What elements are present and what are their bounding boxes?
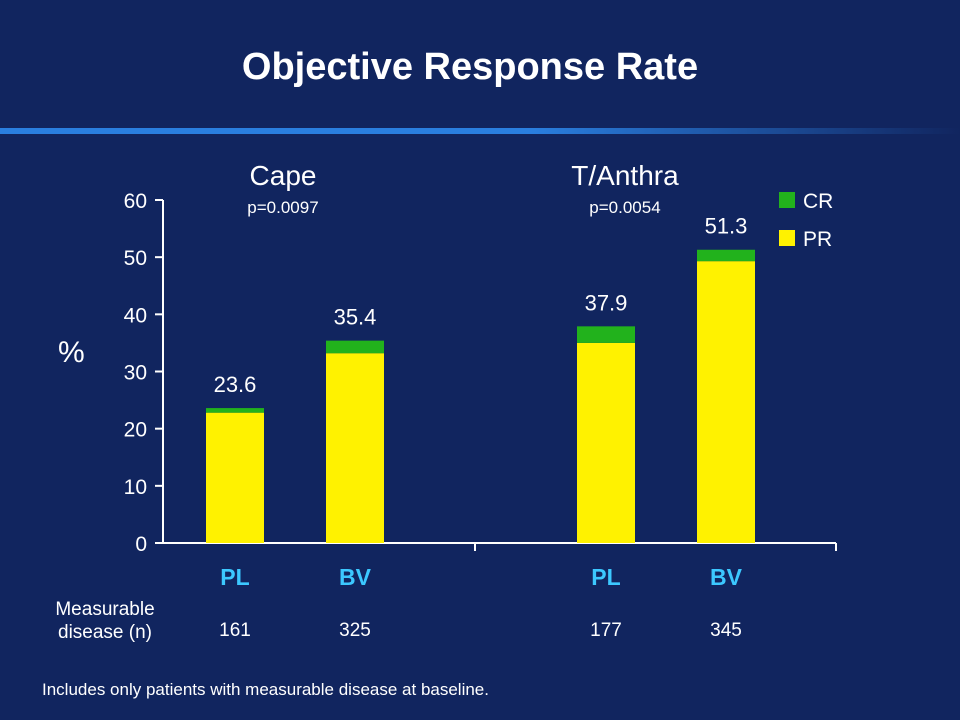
bar-total-label: 35.4 — [334, 305, 377, 330]
y-tick-label: 60 — [124, 190, 147, 213]
bar-pr-0 — [206, 412, 264, 543]
n-value-cape-pl: 161 — [219, 620, 251, 641]
n-value-tanthra-bv: 345 — [710, 620, 742, 641]
chart-title: Objective Response Rate — [241, 46, 699, 88]
bar-total-label: 23.6 — [214, 372, 257, 397]
x-category-label: PL — [591, 564, 620, 590]
group-name: Cape — [249, 160, 317, 191]
group-label-cape: Cape p=0.0097 — [173, 160, 393, 218]
bar-cr-1 — [326, 340, 384, 354]
bar-cr-2 — [577, 326, 635, 343]
bar-pr-3 — [697, 261, 755, 543]
group-label-tanthra: T/Anthra p=0.0054 — [515, 160, 735, 218]
n-value-tanthra-pl: 177 — [590, 620, 622, 641]
n-value-cape-bv: 325 — [339, 620, 371, 641]
y-tick-label: 40 — [124, 304, 147, 327]
group-name: T/Anthra — [571, 160, 679, 191]
bar-cr-0 — [206, 408, 264, 413]
y-axis-label: % — [58, 336, 85, 369]
footnote: Includes only patients with measurable d… — [42, 680, 489, 699]
y-tick-label: 20 — [124, 419, 147, 442]
bar-pr-1 — [326, 353, 384, 543]
legend-label-cr: CR — [803, 190, 833, 213]
x-category-label: BV — [339, 564, 372, 590]
title-divider — [0, 128, 960, 134]
y-tick-label: 0 — [135, 533, 147, 556]
legend-label-pr: PR — [803, 228, 832, 251]
legend-swatch-cr — [779, 192, 795, 208]
y-tick-label: 50 — [124, 247, 147, 270]
group-pvalue: p=0.0054 — [589, 198, 661, 217]
x-category-label: PL — [220, 564, 249, 590]
bar-cr-3 — [697, 249, 755, 262]
bar-total-label: 51.3 — [705, 214, 748, 239]
bar-pr-2 — [577, 342, 635, 543]
x-category-label: BV — [710, 564, 743, 590]
group-pvalue: p=0.0097 — [247, 198, 319, 217]
measurable-disease-label: Measurable disease (n) — [55, 599, 155, 643]
bar-total-label: 37.9 — [585, 290, 628, 315]
legend-swatch-pr — [779, 230, 795, 246]
y-tick-label: 10 — [124, 476, 147, 499]
y-tick-label: 30 — [124, 362, 147, 385]
